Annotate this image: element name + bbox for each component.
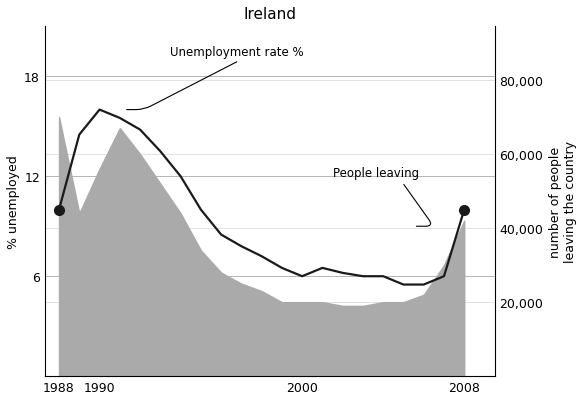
Text: Unemployment rate %: Unemployment rate % bbox=[127, 46, 304, 110]
Y-axis label: number of people
leaving the country: number of people leaving the country bbox=[549, 141, 577, 263]
Title: Ireland: Ireland bbox=[244, 7, 296, 22]
Text: People leaving: People leaving bbox=[332, 167, 430, 227]
Y-axis label: % unemployed: % unemployed bbox=[7, 155, 20, 249]
